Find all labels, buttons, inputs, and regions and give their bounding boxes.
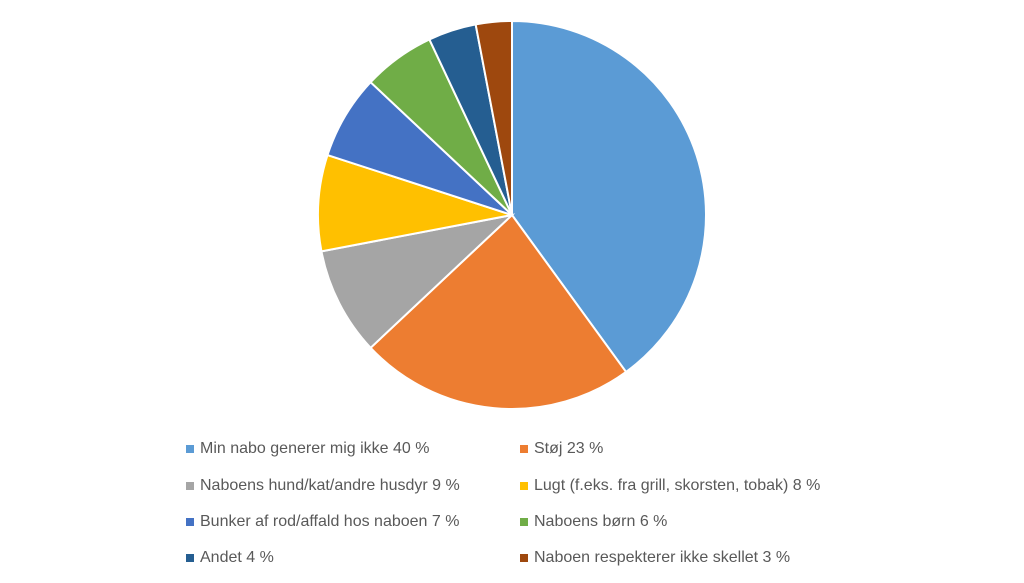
pie-slice <box>511 19 707 374</box>
legend-label: Andet 4 % <box>200 549 274 566</box>
legend-swatch <box>520 554 528 562</box>
legend-swatch <box>520 518 528 526</box>
pie-slice <box>317 153 513 253</box>
legend-label: Naboens hund/kat/andre husdyr 9 % <box>200 477 460 494</box>
legend-swatch <box>520 445 528 453</box>
legend-label: Støj 23 % <box>534 440 603 457</box>
pie-slice <box>369 213 628 410</box>
legend-swatch <box>520 482 528 490</box>
legend-label: Lugt (f.eks. fra grill, skorsten, tobak)… <box>534 477 820 494</box>
legend-label: Naboens børn 6 % <box>534 513 667 530</box>
legend-label: Bunker af rod/affald hos naboen 7 % <box>200 513 459 530</box>
legend-swatch <box>186 482 194 490</box>
pie-slice <box>474 19 513 216</box>
pie-slice <box>320 213 516 350</box>
legend-label: Naboen respekterer ikke skellet 3 % <box>534 549 790 566</box>
legend-swatch <box>186 554 194 562</box>
legend-swatch <box>186 518 194 526</box>
legend-swatch <box>186 445 194 453</box>
legend-label: Min nabo generer mig ikke 40 % <box>200 440 429 457</box>
